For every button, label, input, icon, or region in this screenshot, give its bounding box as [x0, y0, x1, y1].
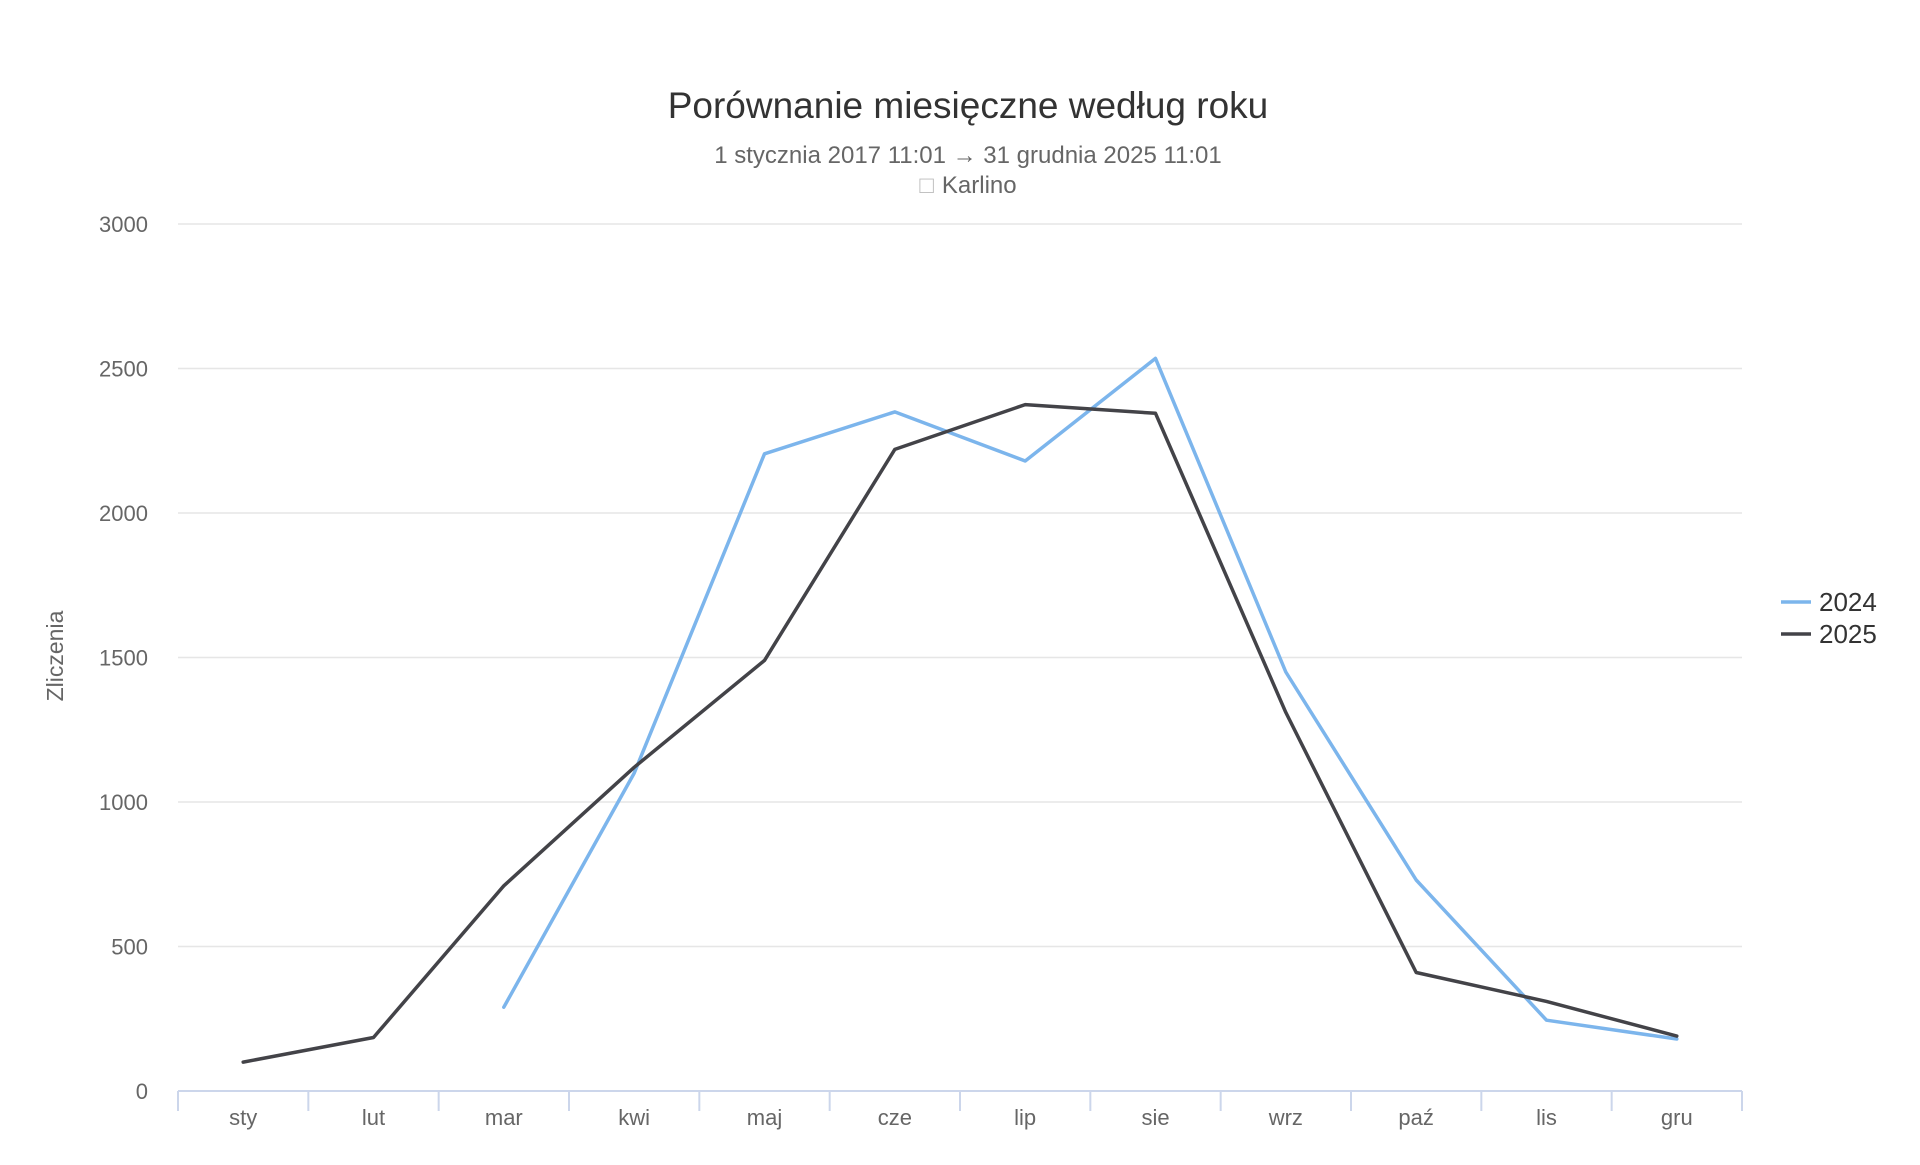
- series-lines: [241, 356, 1679, 1064]
- x-tick-label: wrz: [1268, 1105, 1303, 1130]
- x-tick-label: lis: [1536, 1105, 1557, 1130]
- x-axis: sty lut mar kwi maj cze lip sie wrz paź lis gru: [177, 1090, 1743, 1130]
- series-line-2024: [502, 356, 1679, 1041]
- y-tick-label: 3000: [99, 212, 148, 237]
- chart-location: Karlino: [942, 172, 1017, 199]
- y-tick-label: 2000: [99, 501, 148, 526]
- y-tick-label: 500: [111, 935, 148, 960]
- x-tick-label: maj: [747, 1105, 782, 1130]
- chart-title: Porównanie miesięczne według roku: [668, 85, 1269, 126]
- map-marker-icon: □: [919, 172, 934, 199]
- x-tick-label: lut: [362, 1105, 385, 1130]
- gridlines: [178, 223, 1742, 948]
- series-line-2025: [241, 402, 1679, 1064]
- legend-label[interactable]: 2024: [1819, 587, 1877, 617]
- chart-subtitle: 1 stycznia 2017 11:01 → 31 grudnia 2025 …: [714, 142, 1221, 169]
- chart-location-line: □ Karlino: [919, 172, 1016, 199]
- x-tick-label: sie: [1141, 1105, 1169, 1130]
- x-tick-label: cze: [878, 1105, 912, 1130]
- y-tick-label: 1000: [99, 790, 148, 815]
- y-tick-label: 2500: [99, 357, 148, 382]
- y-axis-tick-labels: 0 500 1000 1500 2000 2500 3000: [99, 212, 148, 1104]
- y-axis-title: Zliczenia: [42, 610, 68, 701]
- x-tick-label: paź: [1398, 1105, 1433, 1130]
- x-tick-label: mar: [485, 1105, 523, 1130]
- x-tick-label: sty: [229, 1105, 257, 1130]
- y-tick-label: 1500: [99, 646, 148, 671]
- x-tick-label: kwi: [618, 1105, 650, 1130]
- legend-label[interactable]: 2025: [1819, 619, 1877, 649]
- y-tick-label: 0: [136, 1079, 148, 1104]
- x-tick-label: gru: [1661, 1105, 1693, 1130]
- x-tick-label: lip: [1014, 1105, 1036, 1130]
